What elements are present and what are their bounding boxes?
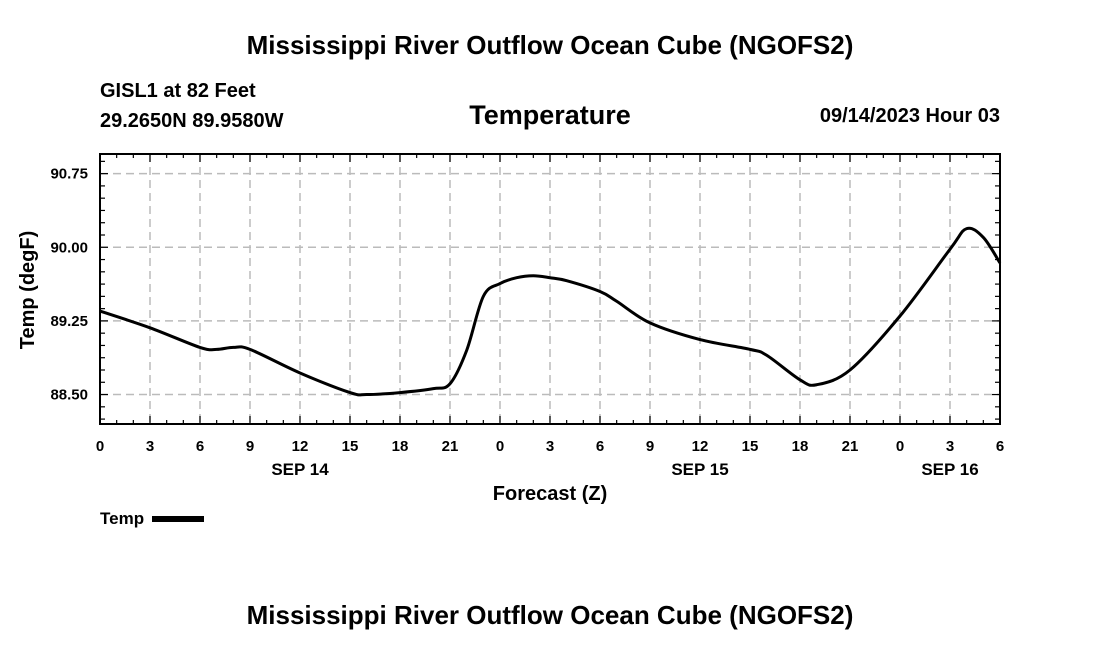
x-tick-labels: 0 3 6 9 12 15 18 21 0 3 6 9 12 15 18 21 0 3 6 xyxy=(96,438,1004,455)
x-tick-label: 21 xyxy=(442,438,459,455)
y-tick-label: 88.50 xyxy=(50,387,88,404)
y-tick-label: 90.00 xyxy=(50,239,88,256)
x-tick-label: 0 xyxy=(96,438,104,455)
date-label: SEP 14 xyxy=(271,460,329,479)
x-tick-label: 18 xyxy=(792,438,809,455)
x-tick-label: 12 xyxy=(292,438,309,455)
y-tick-label: 89.25 xyxy=(50,313,88,330)
x-tick-label: 9 xyxy=(646,438,654,455)
forecast-datetime: 09/14/2023 Hour 03 xyxy=(819,105,1000,127)
temp-series-line xyxy=(99,226,1002,397)
station-coordinates: 29.2650N 89.9580W xyxy=(100,110,284,132)
x-tick-label: 15 xyxy=(742,438,759,455)
y-axis-label: Temp (degF) xyxy=(17,231,39,350)
x-tick-label: 6 xyxy=(196,438,204,455)
x-tick-label: 0 xyxy=(496,438,504,455)
legend: Temp xyxy=(100,509,205,529)
x-tick-label: 15 xyxy=(342,438,359,455)
legend-line-swatch xyxy=(152,516,205,522)
y-tick-labels: 88.50 89.25 90.00 90.75 xyxy=(50,166,88,404)
x-tick-label: 18 xyxy=(392,438,409,455)
chart-subtitle: Temperature xyxy=(469,100,631,130)
x-tick-label: 3 xyxy=(546,438,554,455)
x-tick-label: 6 xyxy=(996,438,1004,455)
date-label: SEP 15 xyxy=(671,460,728,479)
date-label: SEP 16 xyxy=(921,460,978,479)
x-tick-label: 3 xyxy=(946,438,954,455)
x-tick-label: 3 xyxy=(146,438,154,455)
plot-frame xyxy=(99,153,1001,425)
footer-title: Mississippi River Outflow Ocean Cube (NG… xyxy=(246,600,854,630)
main-title: Mississippi River Outflow Ocean Cube (NG… xyxy=(246,30,854,60)
x-axis-label: Forecast (Z) xyxy=(493,483,607,505)
date-labels: SEP 14 SEP 15 SEP 16 xyxy=(271,460,978,479)
x-tick-label: 0 xyxy=(896,438,904,455)
x-tick-label: 12 xyxy=(692,438,709,455)
grid-layer xyxy=(100,154,1000,424)
legend-label: Temp xyxy=(100,509,145,528)
x-tick-label: 9 xyxy=(246,438,254,455)
y-tick-label: 90.75 xyxy=(50,166,88,183)
station-name: GISL1 at 82 Feet xyxy=(100,80,256,102)
x-tick-label: 21 xyxy=(842,438,859,455)
station-info: GISL1 at 82 Feet 29.2650N 89.9580W xyxy=(100,76,283,136)
x-tick-label: 6 xyxy=(596,438,604,455)
